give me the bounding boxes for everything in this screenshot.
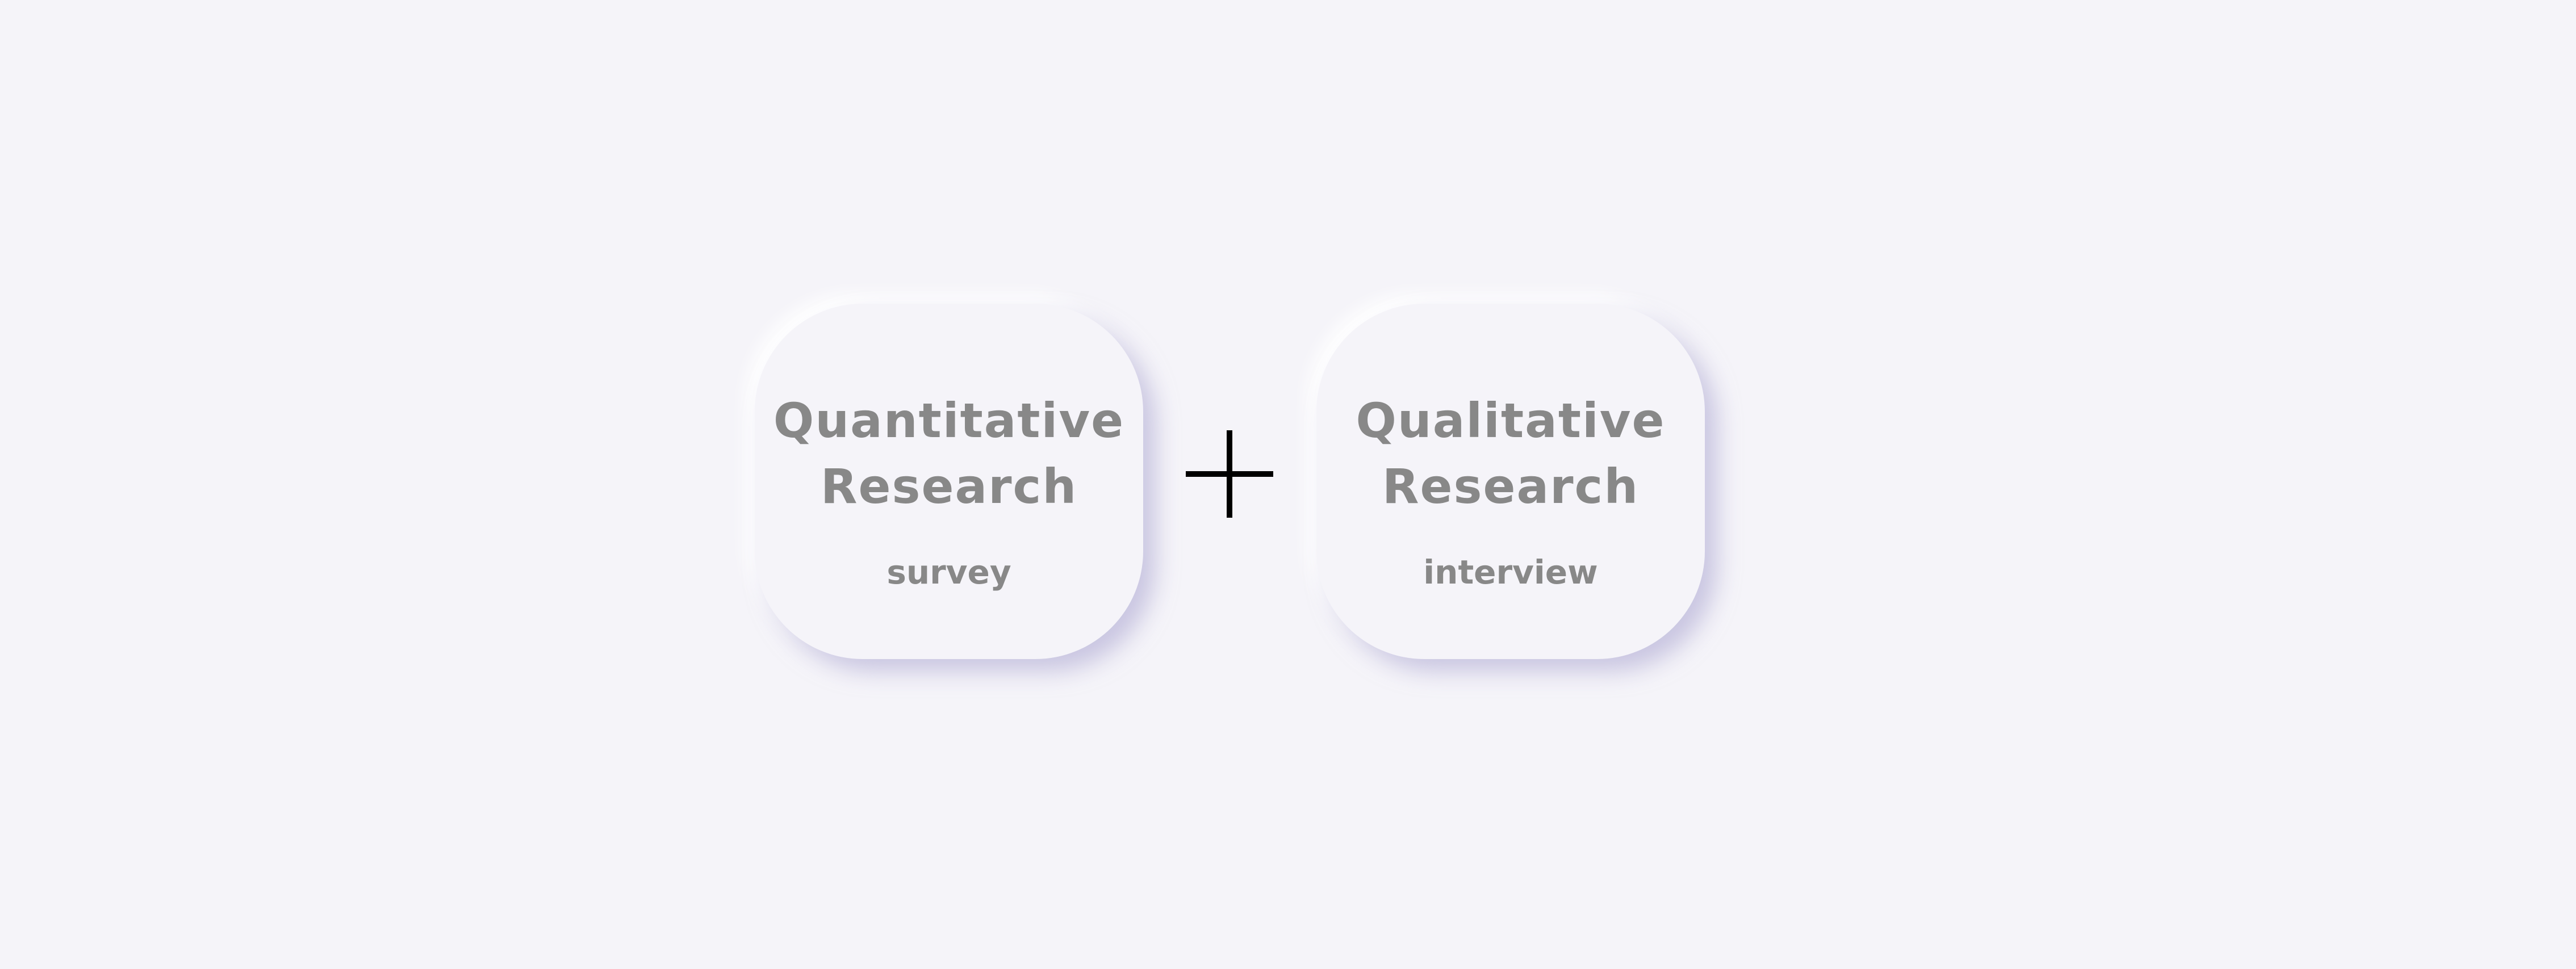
card-title-line-1: Quantitative bbox=[773, 393, 1125, 448]
card-title-line-2: Research bbox=[820, 459, 1078, 514]
card-subtitle: survey bbox=[886, 553, 1011, 592]
plus-icon bbox=[1186, 430, 1273, 518]
card-subtitle: interview bbox=[1423, 553, 1598, 592]
card-title-line-1: Qualitative bbox=[1356, 393, 1666, 448]
card-title: Quantitative Research bbox=[755, 388, 1143, 519]
card-title-line-2: Research bbox=[1382, 459, 1640, 514]
plus-vertical-bar bbox=[1227, 430, 1232, 518]
card-title: Qualitative Research bbox=[1316, 388, 1705, 519]
quantitative-research-card: Quantitative Research survey bbox=[755, 304, 1143, 659]
qualitative-research-card: Qualitative Research interview bbox=[1316, 304, 1705, 659]
